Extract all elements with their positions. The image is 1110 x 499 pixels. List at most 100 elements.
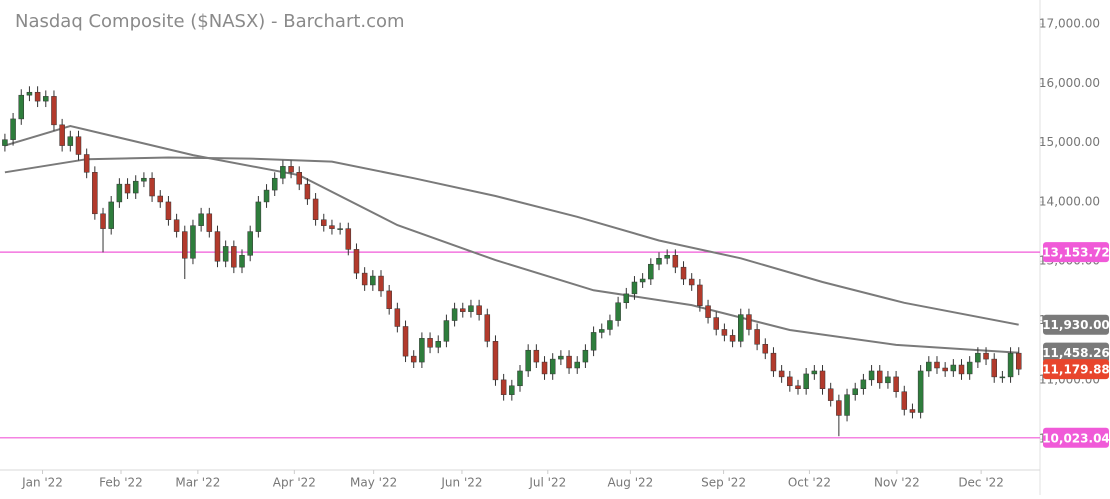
candle-body: [713, 317, 719, 330]
x-tick-label: Sep '22: [701, 476, 746, 490]
candle-body: [43, 96, 49, 102]
candle-body: [1015, 352, 1022, 370]
candle-body: [509, 385, 515, 395]
candle-body: [656, 258, 662, 265]
price-badge: [1043, 242, 1109, 263]
candle-body: [337, 228, 343, 230]
candle-body: [271, 177, 278, 191]
candle-body: [811, 370, 818, 375]
candle-body: [983, 352, 989, 360]
candle-body: [729, 335, 736, 342]
candle-body: [427, 338, 433, 348]
candle-body: [909, 409, 916, 413]
candle-body: [394, 308, 401, 327]
price-badge-label: 13,153.72: [1042, 246, 1110, 260]
x-tick-label: May '22: [350, 476, 397, 490]
candle-body: [525, 349, 531, 372]
candle-body: [206, 213, 213, 232]
candle-body: [280, 166, 286, 179]
price-badge: [1043, 427, 1109, 448]
moving-average: [4, 124, 1019, 354]
candle-body: [558, 355, 564, 360]
y-tick-label: 15,000.00: [1039, 135, 1100, 149]
candle-body: [827, 388, 834, 401]
candle-body: [844, 394, 850, 416]
candle-body: [165, 201, 172, 220]
y-tick-label: 17,000.00: [1039, 17, 1100, 31]
candle-body: [402, 326, 409, 357]
x-tick-label: Jul '22: [528, 476, 566, 490]
price-badge-label: 11,930.00: [1042, 318, 1110, 332]
candle-body: [876, 370, 883, 384]
candle-body: [517, 370, 523, 387]
candle-body: [231, 246, 237, 268]
candle-body: [173, 219, 180, 232]
candle-body: [141, 177, 147, 182]
candle-body: [353, 249, 360, 274]
candle-body: [2, 139, 8, 146]
y-tick-label: 14,000.00: [1039, 194, 1100, 208]
x-tick-label: Jun '22: [440, 476, 482, 490]
candle-body: [296, 172, 302, 185]
candle-body: [468, 305, 474, 312]
price-badge-label: 10,023.04: [1042, 431, 1110, 445]
candle-body: [566, 355, 572, 369]
candle-body: [263, 189, 270, 203]
price-badge-label: 11,179.88: [1042, 363, 1110, 377]
candle-body: [182, 231, 188, 259]
candle-body: [132, 180, 139, 194]
candle-body: [419, 338, 425, 363]
candle-body: [639, 278, 646, 283]
candle-body: [541, 361, 548, 375]
candle-body: [664, 255, 670, 259]
candle-body: [51, 96, 57, 126]
candle-body: [623, 293, 630, 304]
candle-body: [10, 118, 16, 140]
x-tick-label: Nov '22: [874, 476, 920, 490]
candle-body: [59, 124, 65, 146]
candle-body: [787, 376, 793, 387]
candle-body: [34, 91, 41, 102]
candle-body: [631, 281, 638, 295]
candle-body: [484, 314, 491, 342]
candle-body: [378, 275, 384, 292]
candle-body: [476, 305, 482, 315]
candle-body: [460, 308, 466, 312]
candle-body: [247, 231, 253, 256]
y-tick-label: 16,000.00: [1039, 76, 1100, 90]
candle-body: [157, 195, 164, 203]
price-badge: [1043, 342, 1109, 363]
candle-body: [770, 352, 777, 372]
candle-body: [312, 198, 319, 220]
candle-body: [803, 373, 809, 390]
candle-body: [860, 379, 867, 390]
candle-body: [443, 320, 450, 342]
candle-body: [345, 228, 352, 250]
candle-body: [999, 376, 1006, 379]
candle-body: [198, 213, 204, 226]
moving-average: [4, 156, 1019, 326]
candle-body: [92, 172, 98, 215]
candle-body: [18, 94, 25, 120]
candle-body: [1007, 352, 1014, 378]
x-tick-label: Feb '22: [99, 476, 143, 490]
candle-body: [149, 177, 155, 197]
candle-body: [435, 341, 441, 348]
price-badge: [1043, 359, 1109, 380]
candle-body: [917, 370, 924, 413]
candle-body: [410, 355, 417, 363]
candle-body: [386, 290, 392, 309]
candle-body: [648, 263, 654, 280]
x-tick-label: Mar '22: [175, 476, 220, 490]
x-tick-label: Dec '22: [958, 476, 1004, 490]
candle-body: [370, 275, 376, 286]
candle-body: [795, 385, 801, 390]
candle-body: [672, 255, 679, 268]
candle-body: [958, 364, 965, 375]
candle-body: [680, 266, 687, 280]
candle-body: [852, 388, 858, 395]
candle-body: [697, 284, 703, 306]
candle-body: [901, 391, 908, 410]
candle-body: [607, 320, 613, 330]
